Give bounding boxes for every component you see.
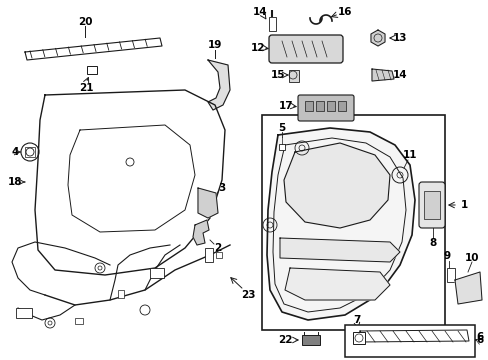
Text: 17: 17 bbox=[278, 101, 293, 111]
Polygon shape bbox=[280, 238, 399, 262]
Bar bbox=[204, 248, 213, 262]
Bar bbox=[150, 268, 163, 278]
Bar bbox=[118, 290, 124, 298]
Bar bbox=[423, 191, 439, 219]
Bar bbox=[345, 325, 474, 357]
Text: 5: 5 bbox=[278, 123, 285, 133]
Text: 10: 10 bbox=[464, 253, 478, 263]
Polygon shape bbox=[285, 268, 389, 300]
Text: 21: 21 bbox=[79, 83, 93, 93]
Bar bbox=[352, 332, 364, 344]
Bar bbox=[262, 115, 444, 330]
Bar bbox=[268, 17, 275, 31]
Text: 11: 11 bbox=[402, 150, 416, 160]
Bar bbox=[326, 101, 334, 111]
Text: 22: 22 bbox=[277, 335, 292, 345]
Text: 14: 14 bbox=[392, 70, 407, 80]
Bar bbox=[75, 318, 83, 324]
Text: 18: 18 bbox=[8, 177, 22, 187]
Text: 15: 15 bbox=[270, 70, 285, 80]
Bar bbox=[16, 308, 32, 318]
Text: 16: 16 bbox=[337, 7, 351, 17]
Polygon shape bbox=[371, 69, 393, 81]
Text: 20: 20 bbox=[78, 17, 92, 27]
FancyBboxPatch shape bbox=[297, 95, 353, 121]
Polygon shape bbox=[207, 60, 229, 110]
Bar bbox=[337, 101, 346, 111]
Text: 4: 4 bbox=[11, 147, 19, 157]
Bar bbox=[446, 268, 454, 282]
Bar bbox=[288, 70, 298, 82]
Text: 7: 7 bbox=[353, 315, 360, 325]
Text: 3: 3 bbox=[218, 183, 225, 193]
Polygon shape bbox=[370, 30, 384, 46]
Text: 6: 6 bbox=[475, 332, 483, 342]
Text: 13: 13 bbox=[392, 33, 407, 43]
Bar bbox=[25, 147, 35, 157]
Text: 6: 6 bbox=[475, 335, 483, 345]
Polygon shape bbox=[266, 128, 414, 320]
Bar bbox=[305, 101, 312, 111]
Text: 1: 1 bbox=[459, 200, 467, 210]
Polygon shape bbox=[193, 220, 208, 245]
FancyBboxPatch shape bbox=[418, 182, 444, 228]
Text: 23: 23 bbox=[240, 290, 255, 300]
FancyBboxPatch shape bbox=[268, 35, 342, 63]
Text: 2: 2 bbox=[214, 243, 221, 253]
Polygon shape bbox=[454, 272, 481, 304]
Text: 19: 19 bbox=[207, 40, 222, 50]
Bar bbox=[302, 335, 319, 345]
Text: 14: 14 bbox=[252, 7, 267, 17]
Polygon shape bbox=[284, 143, 389, 228]
Polygon shape bbox=[35, 90, 224, 275]
Bar bbox=[315, 101, 324, 111]
Polygon shape bbox=[359, 330, 468, 342]
Bar bbox=[216, 252, 222, 258]
Bar bbox=[87, 66, 97, 74]
Polygon shape bbox=[25, 38, 162, 60]
Text: 9: 9 bbox=[443, 251, 449, 261]
Polygon shape bbox=[198, 188, 218, 218]
Text: 8: 8 bbox=[428, 238, 436, 248]
Bar bbox=[279, 144, 285, 150]
Text: 12: 12 bbox=[250, 43, 264, 53]
